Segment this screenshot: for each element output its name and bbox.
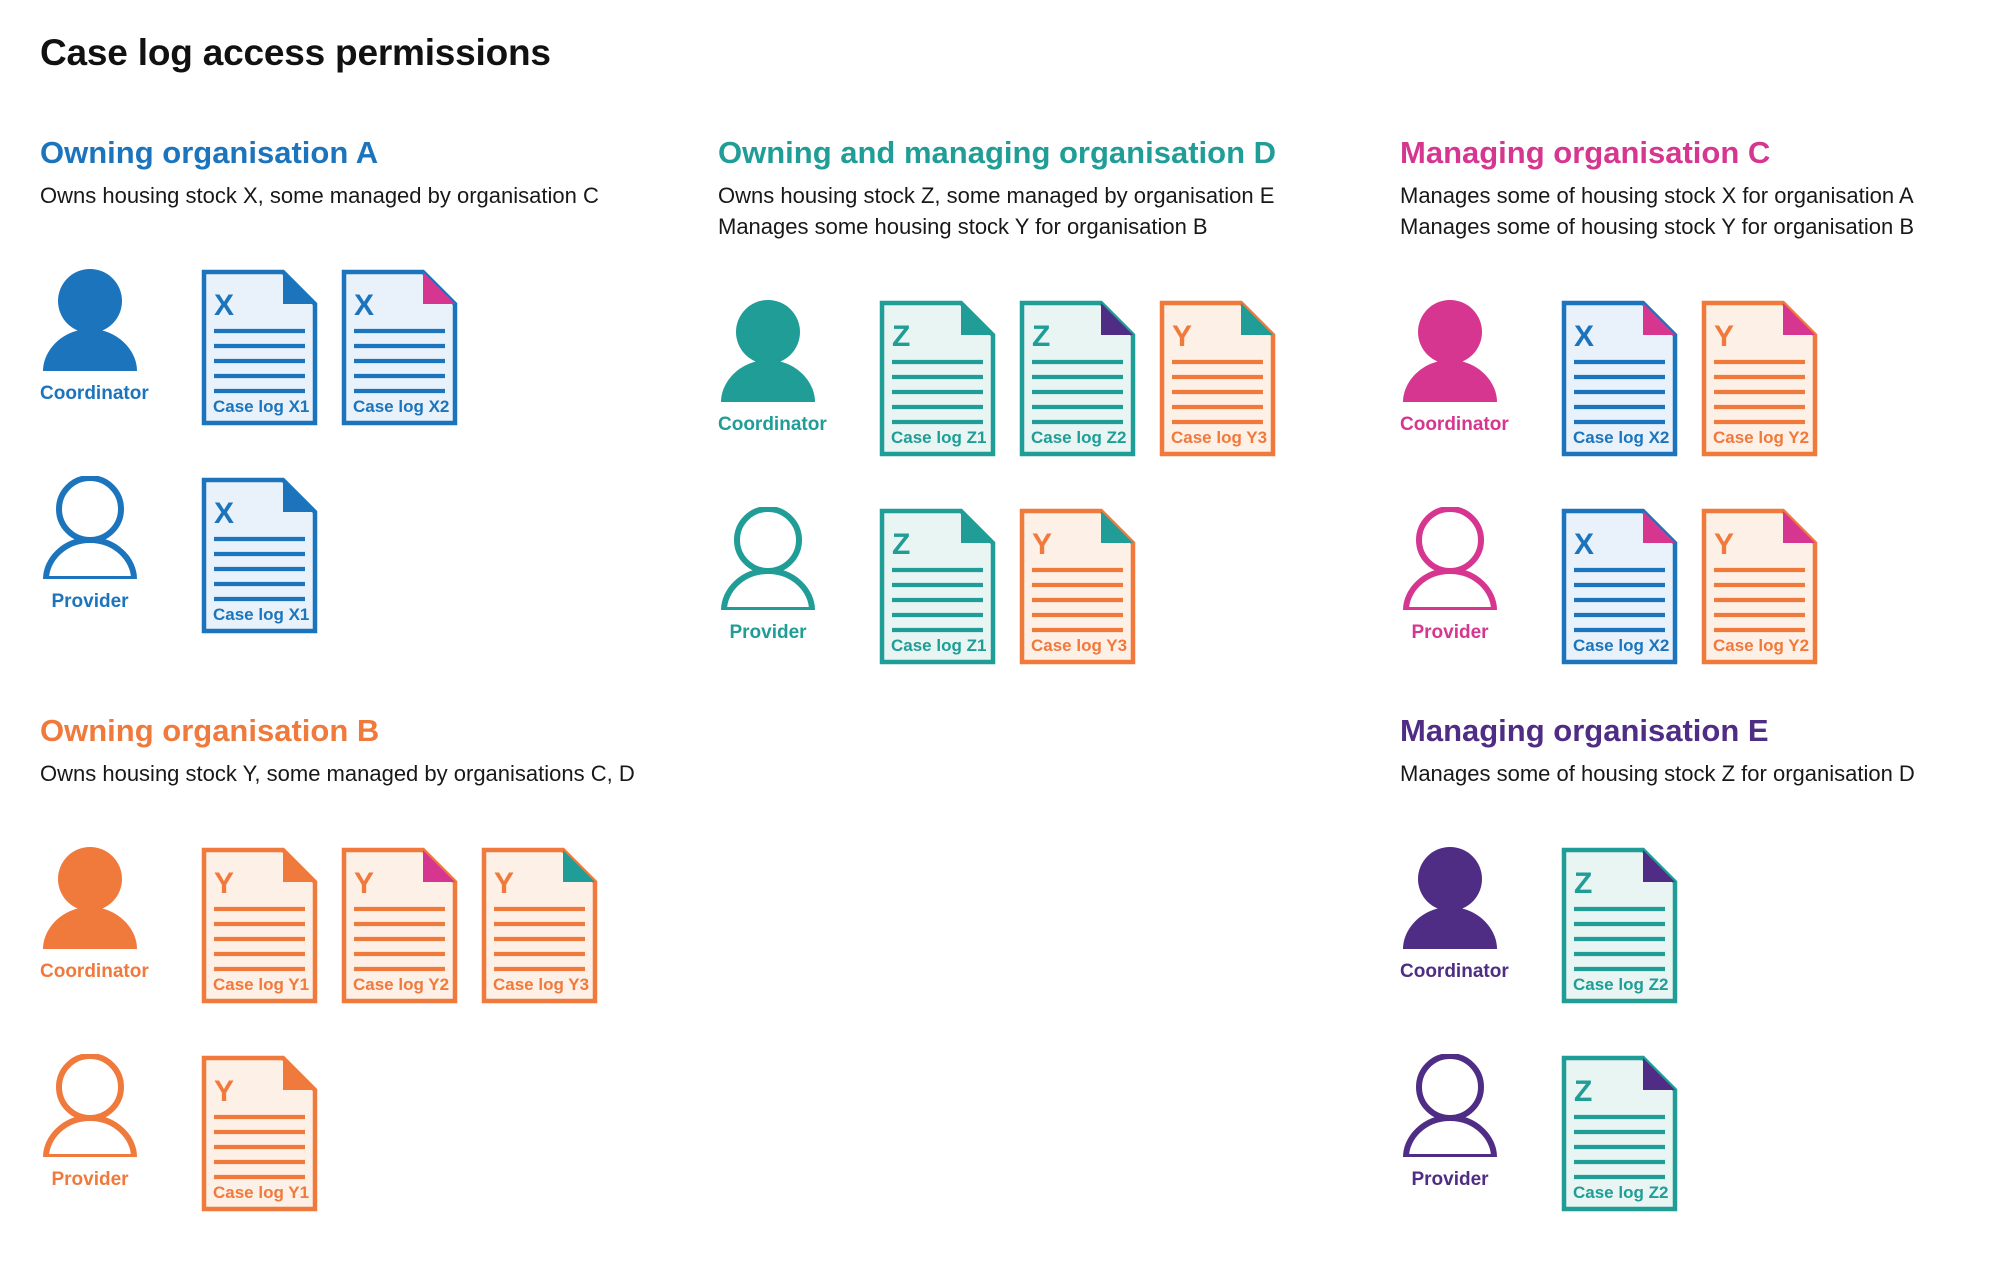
- svg-text:Case log Y1: Case log Y1: [213, 975, 309, 994]
- svg-text:Y: Y: [1032, 528, 1052, 561]
- svg-text:Y: Y: [1172, 320, 1192, 353]
- svg-text:Case log Y1: Case log Y1: [213, 1183, 309, 1202]
- svg-text:Y: Y: [494, 867, 514, 900]
- svg-text:Case log X2: Case log X2: [1573, 636, 1669, 655]
- svg-text:Z: Z: [892, 528, 910, 561]
- svg-text:Z: Z: [1032, 320, 1050, 353]
- svg-text:Case log X2: Case log X2: [1573, 428, 1669, 447]
- svg-text:X: X: [1574, 528, 1594, 561]
- svg-text:Y: Y: [1714, 528, 1734, 561]
- svg-text:Y: Y: [354, 867, 374, 900]
- svg-text:Z: Z: [1574, 867, 1592, 900]
- svg-text:Y: Y: [214, 867, 234, 900]
- svg-text:Case log X2: Case log X2: [353, 397, 449, 416]
- svg-text:X: X: [214, 289, 234, 322]
- svg-text:Z: Z: [1574, 1075, 1592, 1108]
- svg-text:Case log Z2: Case log Z2: [1031, 428, 1126, 447]
- svg-text:X: X: [214, 497, 234, 530]
- svg-text:Z: Z: [892, 320, 910, 353]
- svg-text:X: X: [354, 289, 374, 322]
- svg-text:Case log Z2: Case log Z2: [1573, 975, 1668, 994]
- svg-text:Case log Z1: Case log Z1: [891, 428, 986, 447]
- svg-text:Case log Y2: Case log Y2: [1713, 636, 1809, 655]
- svg-text:Case log Y3: Case log Y3: [1171, 428, 1267, 447]
- svg-text:Case log Y2: Case log Y2: [1713, 428, 1809, 447]
- svg-text:Case log Y3: Case log Y3: [1031, 636, 1127, 655]
- svg-text:Y: Y: [214, 1075, 234, 1108]
- svg-text:Case log Y3: Case log Y3: [493, 975, 589, 994]
- svg-text:Y: Y: [1714, 320, 1734, 353]
- svg-text:Case log Z2: Case log Z2: [1573, 1183, 1668, 1202]
- svg-text:X: X: [1574, 320, 1594, 353]
- svg-text:Case log Z1: Case log Z1: [891, 636, 986, 655]
- svg-text:Case log X1: Case log X1: [213, 397, 309, 416]
- svg-text:Case log Y2: Case log Y2: [353, 975, 449, 994]
- svg-text:Case log X1: Case log X1: [213, 605, 309, 624]
